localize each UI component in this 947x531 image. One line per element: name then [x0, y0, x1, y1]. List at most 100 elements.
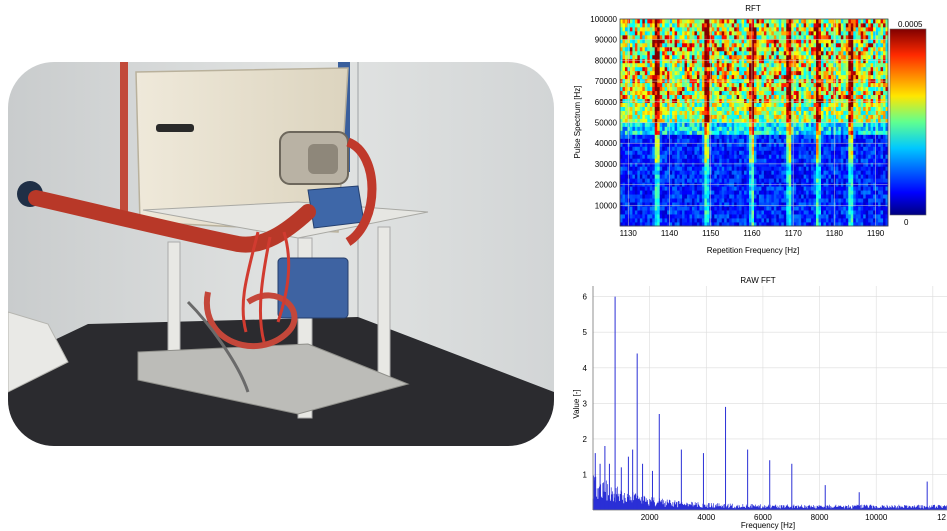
- rft-cell: [838, 114, 842, 119]
- rft-cell: [620, 26, 623, 32]
- rft-cell: [756, 142, 760, 147]
- rft-cell: [622, 166, 626, 171]
- rft-cell: [788, 66, 792, 72]
- rft-cell: [684, 102, 688, 107]
- rft-cell: [662, 150, 666, 155]
- rft-cell: [835, 142, 839, 147]
- rft-cell: [689, 58, 693, 64]
- rft-cell: [798, 54, 802, 60]
- rft-cell: [758, 138, 762, 143]
- rft-cell: [853, 19, 857, 24]
- rft-cell: [684, 86, 688, 92]
- rft-cell: [679, 46, 683, 52]
- rft-cell: [741, 222, 745, 227]
- rft-cell: [664, 170, 668, 175]
- rft-cell: [791, 66, 795, 72]
- rft-cell: [768, 118, 772, 123]
- rft-cell: [838, 122, 842, 127]
- rft-cell: [677, 66, 680, 72]
- rft-cell: [825, 62, 829, 68]
- rft-cell: [724, 70, 728, 76]
- rft-cell: [761, 114, 765, 119]
- rft-cell: [758, 222, 762, 227]
- rft-cell: [788, 94, 792, 100]
- rft-cell: [694, 134, 698, 139]
- rft-cell: [758, 214, 762, 219]
- rft-cell: [642, 106, 646, 111]
- rft-cell: [838, 126, 842, 131]
- rft-cell: [696, 194, 700, 199]
- rft-cell: [736, 70, 740, 76]
- rft-cell: [749, 26, 752, 32]
- rft-cell: [674, 34, 678, 40]
- rft-cell: [696, 122, 700, 127]
- rft-cell: [714, 90, 718, 96]
- rft-cell: [761, 54, 765, 60]
- rft-cell: [791, 190, 795, 195]
- rft-cell: [642, 26, 646, 32]
- rft-cell: [662, 158, 666, 163]
- rft-cell: [726, 42, 730, 48]
- rft-cell: [664, 166, 668, 171]
- rft-cell: [704, 74, 708, 80]
- rft-cell: [644, 30, 648, 36]
- rft-cell: [801, 74, 805, 80]
- rft-cell: [828, 106, 832, 111]
- rft-cell: [788, 74, 792, 80]
- rft-cell: [853, 154, 857, 159]
- rft-cell: [848, 142, 852, 147]
- rft-cell: [773, 202, 777, 207]
- rft-cell: [781, 122, 785, 127]
- rft-cell: [699, 130, 703, 135]
- rft-cell: [689, 126, 693, 131]
- rft-cell: [714, 130, 718, 135]
- rft-cell: [691, 190, 695, 195]
- rft-cell: [662, 98, 666, 103]
- rft-cell: [649, 170, 653, 175]
- rft-cell: [803, 86, 807, 92]
- rft-cell: [756, 38, 760, 44]
- rft-cell: [696, 102, 700, 107]
- rft-cell: [833, 162, 837, 167]
- rft-cell: [629, 38, 633, 44]
- rft-cell: [664, 26, 668, 32]
- rft-cell: [763, 142, 767, 147]
- rft-cell: [828, 30, 832, 36]
- rft-cell: [746, 62, 750, 68]
- rft-cell: [850, 50, 854, 56]
- rft-cell: [813, 70, 817, 76]
- rft-cell: [654, 74, 658, 80]
- rft-cell: [679, 34, 683, 40]
- rft-cell: [684, 90, 688, 96]
- rft-cell: [761, 166, 765, 171]
- rft-cell: [682, 166, 685, 171]
- rft-cell: [768, 38, 772, 44]
- rft-cell: [622, 22, 626, 28]
- rft-cell: [749, 198, 752, 203]
- rft-cell: [726, 54, 730, 60]
- rft-cell: [659, 158, 663, 163]
- rft-cell: [806, 166, 809, 171]
- rft-cell: [833, 110, 837, 115]
- rft-cell: [791, 102, 795, 107]
- rft-cell: [761, 86, 765, 92]
- rft-cell: [763, 82, 767, 88]
- rft-cell: [825, 194, 829, 199]
- rft-cell: [624, 30, 628, 36]
- rft-cell: [674, 222, 678, 227]
- rft-cell: [639, 162, 643, 167]
- rft-cell: [736, 98, 740, 103]
- rft-cell: [803, 162, 807, 167]
- rft-cell: [729, 50, 733, 56]
- rft-cell: [756, 122, 760, 127]
- rft-cell: [736, 94, 740, 100]
- rft-cell: [840, 178, 844, 183]
- rft-cell: [796, 218, 800, 223]
- rft-cell: [853, 170, 857, 175]
- rft-cell: [821, 19, 824, 24]
- rft-cell: [806, 34, 809, 40]
- rft-cell: [652, 150, 656, 155]
- rft-cell: [642, 38, 646, 44]
- rft-cell: [811, 162, 814, 167]
- rft-cell: [731, 194, 735, 199]
